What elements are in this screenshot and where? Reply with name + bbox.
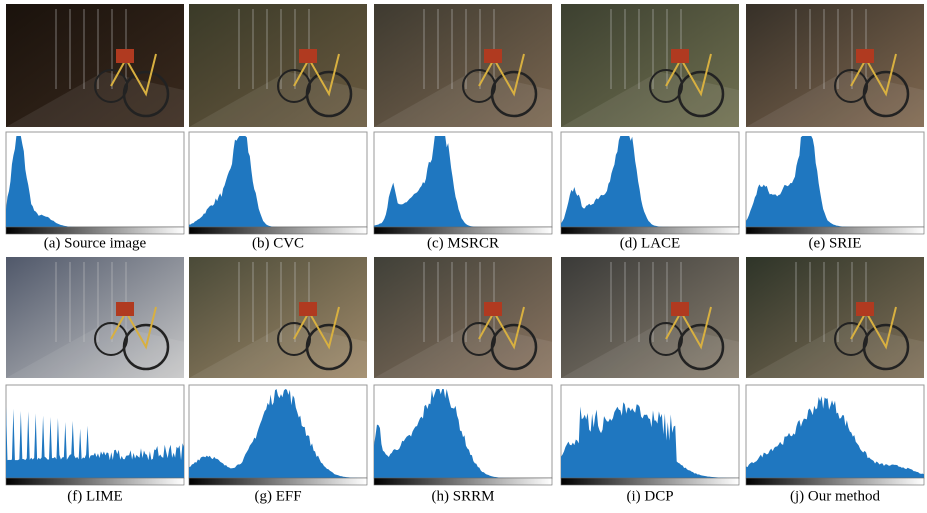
histogram-shape [746,396,924,478]
bike-frame [478,306,525,350]
photo [189,4,367,127]
photo [6,257,184,378]
histogram-shape [374,389,552,478]
histogram-shape [189,389,367,478]
caption: (j) Our method [790,488,880,504]
bag [299,49,317,63]
caption: (g) EFF [254,488,301,504]
bag [856,49,874,63]
photo [189,257,367,378]
bag [116,49,134,63]
bike-wheel [94,69,128,103]
bike-wheel [462,322,496,356]
histogram-shape [6,406,184,478]
photo [374,257,552,378]
bike-wheel [277,322,311,356]
caption: (f) LIME [67,488,122,504]
bag [299,302,317,316]
photo [6,4,184,127]
panel: (j) Our method [745,257,925,504]
pavement [746,71,924,127]
bike-frame [665,53,712,97]
photo-background [374,4,552,127]
intensity-ramp [188,477,368,486]
panel: (d) LACE [560,4,740,251]
photo [374,4,552,127]
bike-wheel [834,69,868,103]
histogram-shape [561,136,739,227]
bike-frame [293,53,340,97]
caption: (c) MSRCR [427,235,499,251]
pavement [189,71,367,127]
photo-background [746,4,924,127]
caption: (a) Source image [44,235,147,251]
panel: (h) SRRM [373,257,553,504]
panel: (c) MSRCR [373,4,553,251]
photo-background [561,4,739,127]
bike-frame [293,306,340,350]
caption: (e) SRIE [809,235,862,251]
pavement [6,71,184,127]
photo [746,4,924,127]
intensity-ramp [560,477,740,486]
histogram-shape [6,136,184,227]
caption: (b) CVC [252,235,304,251]
photo [561,257,739,378]
photo-background [6,4,184,127]
bike-frame [665,306,712,350]
caption: (d) LACE [620,235,680,251]
pavement [561,71,739,127]
intensity-ramp [373,226,553,235]
bike-wheel [94,322,128,356]
bike-frame [850,53,897,97]
histogram-shape [746,136,924,227]
photo-background [189,4,367,127]
bike-wheel [649,322,683,356]
intensity-ramp [373,477,553,486]
bag [856,302,874,316]
bag [484,49,502,63]
histogram-shape [561,402,739,478]
bike-frame [850,306,897,350]
intensity-ramp [560,226,740,235]
bike-frame [478,53,525,97]
panel: (f) LIME [5,257,185,504]
panel: (g) EFF [188,257,368,504]
bike-wheel [834,322,868,356]
intensity-ramp [745,226,925,235]
bag [116,302,134,316]
bike-wheel [462,69,496,103]
panel: (a) Source image [5,4,185,251]
intensity-ramp [5,477,185,486]
bag [484,302,502,316]
bag [671,49,689,63]
intensity-ramp [5,226,185,235]
bike-wheel [277,69,311,103]
histogram-shape [374,136,552,227]
caption: (i) DCP [626,488,673,504]
intensity-ramp [745,477,925,486]
photo [746,257,924,378]
bike-frame [110,306,157,350]
intensity-ramp [188,226,368,235]
panel: (e) SRIE [745,4,925,251]
histogram-shape [189,136,367,227]
bike-frame [110,53,157,97]
bag [671,302,689,316]
caption: (h) SRRM [432,488,495,504]
panel: (i) DCP [560,257,740,504]
photo [561,4,739,127]
panel: (b) CVC [188,4,368,251]
histogram-frame [5,131,185,228]
bike-wheel [649,69,683,103]
pavement [374,71,552,127]
